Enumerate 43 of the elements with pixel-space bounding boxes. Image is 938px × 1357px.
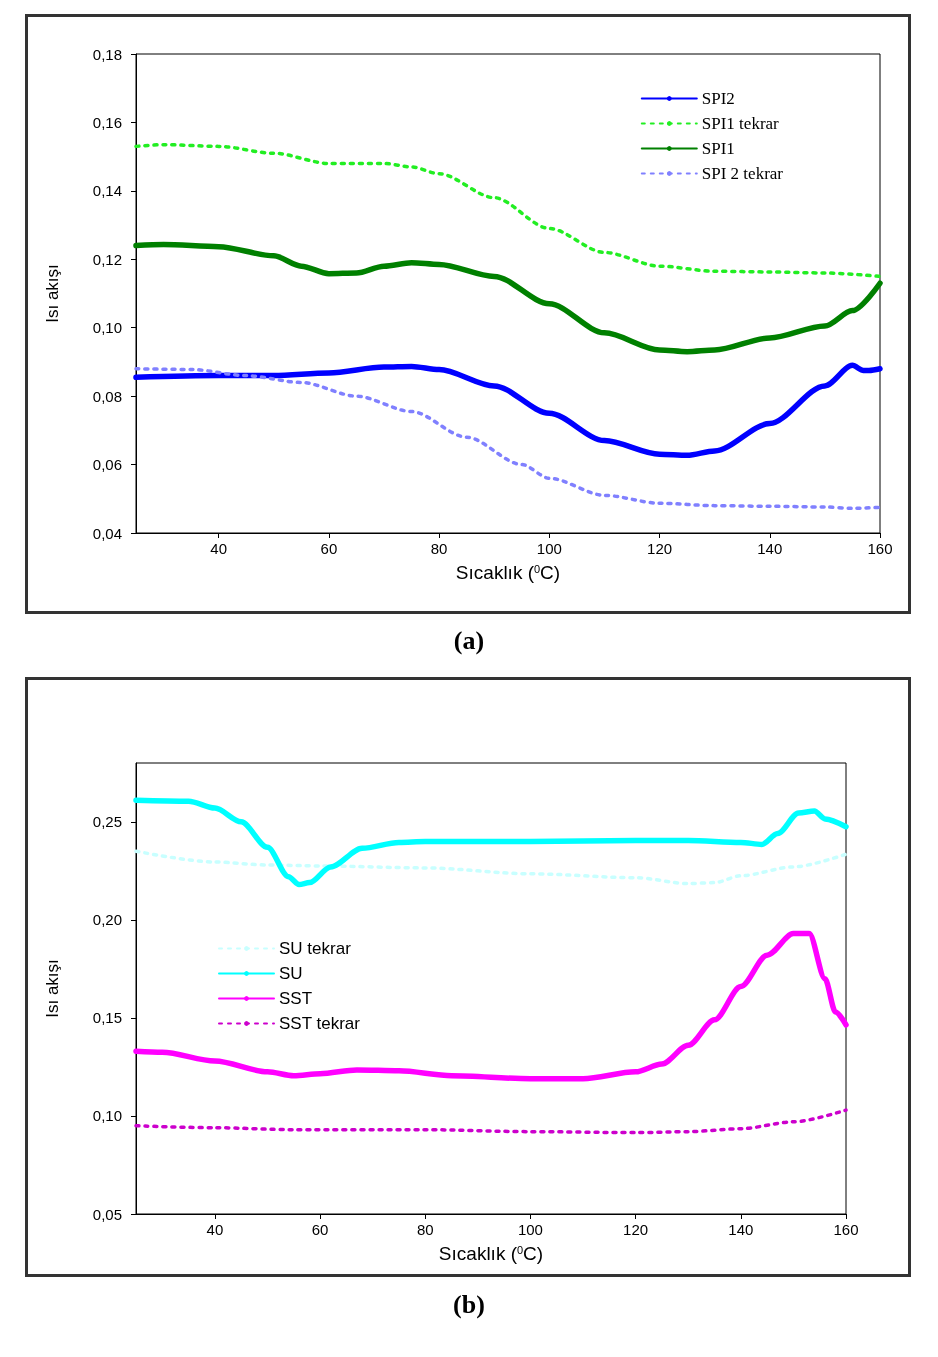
y-tick-label: 0,15 — [92, 1009, 122, 1027]
y-tick-label: 0,06 — [92, 456, 122, 474]
y-axis-title: Isı akışı — [43, 959, 62, 1018]
x-tick-label: 160 — [833, 1221, 859, 1238]
x-tick-label: 60 — [311, 1221, 329, 1238]
line-series — [134, 367, 882, 511]
x-tick-label: 140 — [757, 540, 783, 557]
y-tick-label: 0,04 — [92, 524, 122, 542]
x-tick-label: 160 — [867, 540, 893, 557]
x-tick-label: 120 — [623, 1221, 649, 1238]
x-tick-label: 80 — [430, 540, 448, 557]
y-tick-label: 0,05 — [92, 1205, 122, 1223]
legend-label: SPI2 — [701, 89, 735, 108]
line-series — [134, 142, 882, 279]
y-tick-label: 0,25 — [92, 813, 122, 831]
text: (a) — [452, 626, 486, 656]
x-tick-label: 40 — [210, 540, 228, 557]
legend-label: SU — [279, 964, 303, 983]
line-series — [134, 849, 848, 886]
legend-label: SU tekrar — [279, 939, 352, 958]
y-tick-label: 0,08 — [92, 387, 122, 405]
y-tick-label: 0,14 — [92, 182, 122, 200]
y-tick-label: 0,10 — [92, 1107, 122, 1125]
legend-label: SST — [279, 989, 313, 1008]
legend-label: SPI1 — [701, 139, 735, 158]
line-series — [134, 1108, 848, 1135]
y-tick-label: 0,20 — [92, 911, 122, 929]
x-tick-label: 100 — [536, 540, 562, 557]
x-tick-label: 100 — [517, 1221, 543, 1238]
x-tick-label: 60 — [320, 540, 338, 557]
legend-label: SPI1 tekrar — [701, 114, 780, 133]
y-tick-label: 0,18 — [92, 45, 122, 63]
x-tick-label: 120 — [647, 540, 673, 557]
text: (b) — [452, 1290, 486, 1320]
y-axis-title: Isı akışı — [43, 264, 62, 323]
legend-label: SST tekrar — [279, 1014, 361, 1033]
y-tick-label: 0,10 — [92, 319, 122, 337]
legend-label: SPI 2 tekrar — [701, 164, 784, 183]
y-tick-label: 0,12 — [92, 250, 122, 268]
x-tick-label: 80 — [416, 1221, 434, 1238]
x-tick-label: 40 — [206, 1221, 224, 1238]
y-tick-label: 0,16 — [92, 113, 122, 131]
x-tick-label: 140 — [728, 1221, 754, 1238]
